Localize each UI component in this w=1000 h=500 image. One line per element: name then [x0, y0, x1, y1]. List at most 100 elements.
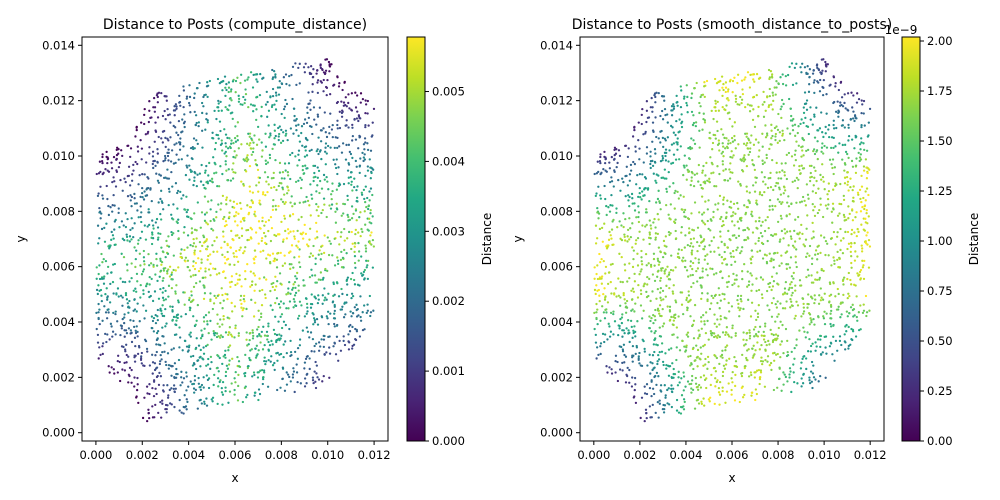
scatter-point [170, 213, 173, 216]
scatter-point [174, 290, 177, 293]
scatter-point [645, 383, 649, 386]
scatter-point [297, 284, 300, 287]
scatter-point [721, 220, 725, 223]
scatter-point [234, 214, 237, 217]
scatter-point [819, 173, 822, 177]
scatter-point [186, 265, 189, 269]
scatter-point [853, 314, 856, 317]
scatter-point [314, 281, 317, 284]
scatter-point [160, 91, 163, 95]
scatter-point [729, 155, 732, 159]
scatter-point [236, 139, 239, 142]
scatter-point [756, 227, 759, 230]
scatter-point [310, 193, 313, 196]
scatter-point [319, 140, 323, 143]
scatter-point [226, 298, 229, 301]
scatter-point [148, 223, 151, 226]
scatter-point [800, 146, 803, 149]
scatter-point [166, 177, 169, 180]
scatter-point [340, 231, 343, 234]
scatter-point [206, 343, 209, 347]
scatter-point [256, 80, 259, 83]
scatter-point [863, 148, 866, 152]
scatter-point [717, 109, 721, 112]
scatter-point [836, 100, 839, 103]
scatter-point [193, 391, 196, 394]
scatter-point [810, 380, 813, 383]
scatter-point [152, 263, 155, 267]
scatter-point [617, 178, 620, 182]
scatter-point [334, 163, 337, 166]
scatter-point [649, 162, 652, 166]
scatter-point [112, 311, 115, 314]
scatter-point [664, 235, 667, 238]
scatter-point [747, 280, 751, 283]
scatter-point [251, 280, 254, 283]
scatter-point [117, 211, 120, 215]
scatter-point [829, 282, 832, 286]
scatter-point [329, 242, 332, 245]
scatter-point [829, 317, 832, 320]
scatter-point [208, 253, 212, 256]
scatter-point [729, 252, 732, 255]
scatter-point [844, 230, 847, 234]
scatter-point [303, 315, 307, 318]
scatter-point [759, 276, 763, 279]
scatter-point [326, 317, 329, 320]
scatter-point [809, 295, 813, 298]
scatter-point [225, 196, 229, 199]
scatter-point [659, 279, 662, 282]
scatter-point [712, 296, 715, 300]
scatter-point [342, 257, 345, 260]
scatter-point [369, 149, 373, 152]
scatter-point [325, 298, 328, 301]
scatter-point [172, 268, 175, 272]
scatter-point [850, 228, 854, 231]
scatter-point [809, 118, 812, 121]
scatter-point [341, 305, 344, 308]
scatter-point [229, 179, 233, 182]
scatter-point [156, 238, 160, 241]
scatter-point [833, 359, 836, 362]
scatter-point [282, 355, 285, 359]
scatter-point [691, 388, 695, 392]
scatter-point [675, 409, 679, 412]
scatter-point [793, 123, 797, 126]
scatter-point [162, 314, 166, 318]
scatter-point [362, 188, 366, 192]
scatter-point [172, 162, 176, 165]
scatter-point [821, 131, 824, 134]
scatter-point [287, 287, 290, 290]
scatter-point [253, 210, 257, 213]
scatter-point [156, 315, 159, 318]
scatter-point [291, 373, 295, 376]
scatter-point [727, 301, 730, 305]
scatter-point [686, 308, 689, 312]
scatter-point [778, 240, 781, 243]
scatter-point [336, 76, 339, 79]
scatter-point [857, 151, 860, 155]
scatter-point [149, 262, 153, 265]
scatter-point [290, 244, 294, 247]
scatter-point [125, 235, 129, 239]
scatter-point [114, 310, 117, 313]
scatter-point [700, 327, 703, 330]
scatter-point [189, 243, 192, 247]
scatter-point [287, 162, 291, 165]
scatter-point [308, 367, 311, 371]
scatter-point [822, 317, 826, 320]
scatter-point [721, 356, 724, 359]
scatter-point [350, 247, 353, 251]
scatter-point [716, 143, 720, 147]
scatter-point [364, 185, 367, 188]
scatter-point [103, 275, 106, 278]
scatter-point [649, 106, 652, 109]
scatter-point [369, 187, 373, 190]
scatter-point [775, 171, 778, 174]
scatter-point [639, 304, 643, 307]
scatter-point [713, 402, 716, 406]
scatter-point [209, 292, 212, 295]
scatter-point [613, 146, 617, 149]
scatter-point [232, 200, 236, 203]
